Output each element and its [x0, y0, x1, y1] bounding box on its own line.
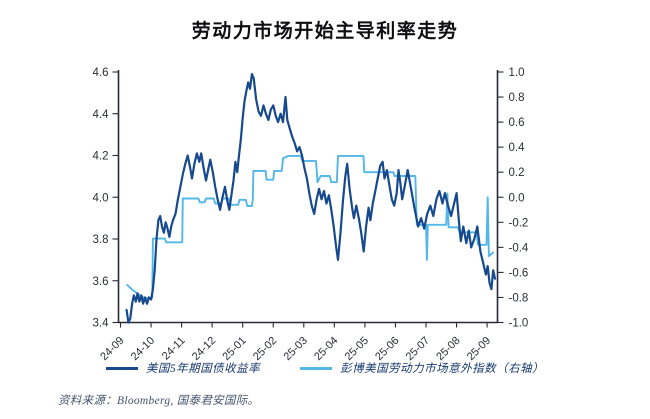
y-axis-left-label: 3.8 — [93, 234, 109, 246]
y-axis-right-label: -1.0 — [509, 318, 529, 330]
x-axis-label: 25-06 — [373, 335, 401, 363]
y-axis-right-label: 1.0 — [509, 67, 525, 79]
x-axis-label: 24-10 — [129, 335, 157, 363]
y-axis-right-label: -0.4 — [509, 242, 529, 254]
y-axis-right-label: -0.6 — [509, 267, 529, 279]
x-axis-label: 25-05 — [343, 335, 371, 363]
treasury-yield-line — [125, 73, 497, 324]
y-axis-left-label: 3.4 — [93, 318, 110, 330]
legend-label-labor-surprise: 彭博美国劳动力市场意外指数（右轴） — [340, 363, 545, 375]
y-axis-right-label: 0.6 — [509, 117, 525, 129]
x-axis-label: 24-09 — [98, 335, 126, 363]
legend-item-treasury-yield: 美国5年期国债收益率 — [105, 360, 261, 376]
y-axis-right-label: 0.2 — [509, 167, 525, 179]
x-axis-label: 25-04 — [312, 335, 340, 363]
legend-label-treasury-yield: 美国5年期国债收益率 — [145, 363, 261, 375]
y-axis-left-label: 4.0 — [93, 192, 109, 204]
x-axis-label: 25-09 — [465, 335, 493, 363]
y-axis-left-label: 4.2 — [93, 151, 109, 163]
y-axis-right-label: 0.8 — [509, 92, 525, 104]
x-axis-label: 24-11 — [160, 335, 188, 363]
chart-title: 劳动力市场开始主导利率走势 — [191, 21, 459, 42]
x-axis-label: 24-12 — [190, 335, 218, 363]
legend: 美国5年期国债收益率 彭博美国劳动力市场意外指数（右轴） — [0, 360, 650, 376]
y-axis-left-label: 3.6 — [93, 276, 109, 288]
x-axis-label: 25-01 — [220, 335, 248, 363]
x-axis-label: 25-07 — [404, 335, 432, 363]
treasury-line-swatch-icon — [105, 366, 138, 370]
y-axis-left-label: 4.6 — [93, 67, 109, 79]
source-note: 资料来源：Bloomberg, 国泰君安国际。 — [58, 395, 260, 407]
labor-line-swatch-icon — [300, 366, 333, 370]
labor-surprise-line — [126, 154, 495, 300]
y-axis-right-label: -0.2 — [509, 217, 529, 229]
x-axis-label: 25-03 — [282, 335, 310, 363]
y-axis-right-label: 0.0 — [509, 192, 525, 204]
y-axis-right-label: 0.4 — [509, 142, 526, 154]
legend-item-labor-surprise: 彭博美国劳动力市场意外指数（右轴） — [300, 360, 544, 376]
x-axis-label: 25-02 — [251, 335, 279, 363]
y-axis-right-label: -0.8 — [509, 292, 529, 304]
y-axis-left-label: 4.4 — [93, 109, 110, 121]
x-axis-label: 25-08 — [434, 335, 462, 363]
